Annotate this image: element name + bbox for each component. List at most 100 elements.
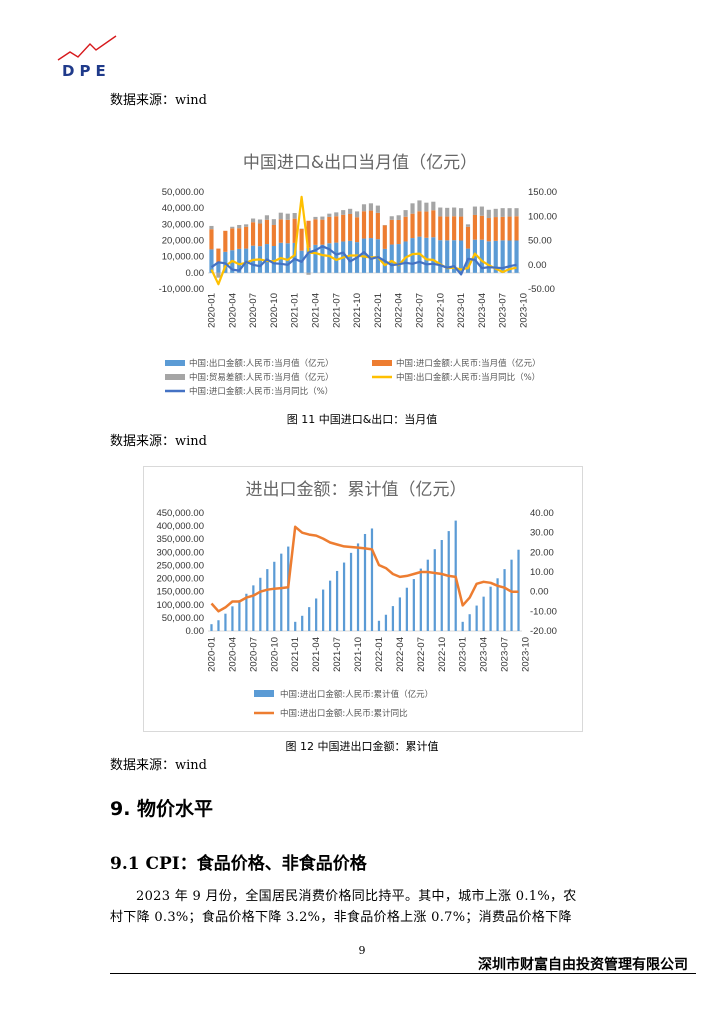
bar xyxy=(209,225,214,230)
x-tick-label: 2022-10 xyxy=(437,637,448,672)
y-left-tick: 50,000.00 xyxy=(162,613,204,624)
legend-import-yoy: 中国:进口金额:人民币:当月同比（%） xyxy=(189,386,333,397)
x-tick-label: 2020-07 xyxy=(248,293,259,328)
bar xyxy=(354,217,360,243)
bar xyxy=(465,224,471,227)
bar xyxy=(328,580,332,631)
chart-cumulative-trade: 进出口金额：累计值（亿元） 450,000.00 400,000.00 350,00… xyxy=(143,466,583,732)
bar xyxy=(479,206,484,216)
bar xyxy=(327,216,332,244)
bar xyxy=(257,223,263,247)
bar xyxy=(433,549,436,631)
bar xyxy=(438,207,443,217)
bar xyxy=(230,228,235,251)
bar xyxy=(465,226,471,249)
bar xyxy=(348,213,353,241)
bar xyxy=(287,546,290,631)
bar xyxy=(368,238,374,273)
bar xyxy=(361,204,367,212)
bar xyxy=(252,585,255,631)
bar xyxy=(482,596,485,631)
bar xyxy=(306,272,311,275)
bar xyxy=(384,614,388,631)
bar xyxy=(320,216,325,220)
bar xyxy=(514,240,519,273)
x-tick-label: 2021-01 xyxy=(290,293,301,328)
bar xyxy=(273,561,276,631)
bar xyxy=(313,219,318,245)
legend-swatch-import xyxy=(372,360,392,366)
bar xyxy=(216,248,221,264)
bar xyxy=(294,621,297,631)
logo: DPE xyxy=(56,32,126,80)
bar xyxy=(230,226,235,229)
bar xyxy=(334,242,339,273)
bar xyxy=(486,241,491,273)
bar xyxy=(285,213,290,220)
bar xyxy=(452,240,457,273)
chart-cumulative-trade-svg: 进出口金额：累计值（亿元） 450,000.00 400,000.00 350,00… xyxy=(156,480,557,719)
bar xyxy=(299,228,304,251)
y-right-tick: 30.00 xyxy=(530,528,554,539)
bar xyxy=(403,210,408,217)
bar xyxy=(445,216,450,241)
bar xyxy=(301,615,304,631)
bar xyxy=(382,225,387,249)
bar xyxy=(458,216,464,241)
bar xyxy=(280,553,283,631)
bar xyxy=(348,208,353,214)
y-left-tick: -10,000.00 xyxy=(159,284,204,295)
y-right-tick: -20.00 xyxy=(530,626,557,637)
legend-import: 中国:进口金额:人民币:当月值（亿元） xyxy=(396,358,541,369)
bar xyxy=(447,531,450,631)
logo-swoosh-icon xyxy=(57,35,117,61)
y-left-tick: 200,000.00 xyxy=(156,574,204,585)
x-tick-label: 2022-07 xyxy=(414,293,425,328)
bar xyxy=(479,215,484,240)
bar xyxy=(410,203,415,214)
bar xyxy=(496,578,499,631)
bar xyxy=(244,226,249,249)
bar xyxy=(507,240,512,273)
bar xyxy=(472,206,478,215)
legend-yoy: 中国:进出口金额:人民币:累计同比 xyxy=(280,708,408,719)
legend-swatch-cum xyxy=(254,690,274,697)
bar xyxy=(216,263,221,273)
figure-caption-11: 图 11 中国进口&出口：当月值 xyxy=(286,413,438,426)
y-right-tick: 50.00 xyxy=(528,236,552,247)
y-left-tick: 150,000.00 xyxy=(156,587,204,598)
bar xyxy=(217,620,220,631)
x-tick-label: 2023-07 xyxy=(500,637,511,672)
bar xyxy=(285,243,290,273)
x-tick-label: 2020-10 xyxy=(269,637,280,672)
y-right-tick: 10.00 xyxy=(530,567,554,578)
legend-export: 中国:出口金额:人民币:当月值（亿元） xyxy=(189,358,334,369)
bar xyxy=(410,238,415,273)
bar xyxy=(375,212,380,240)
bar xyxy=(452,216,457,241)
bar xyxy=(285,219,290,244)
bar xyxy=(356,543,360,631)
bar xyxy=(341,210,346,215)
y-left-tick: 300,000.00 xyxy=(156,547,204,558)
bar xyxy=(417,211,422,237)
figure-caption-12: 图 12 中国进出口金额：累计值 xyxy=(285,740,439,753)
bar xyxy=(223,230,228,252)
source-note-2: 数据来源：wind xyxy=(110,434,207,449)
bar xyxy=(391,606,395,631)
bar xyxy=(354,211,360,218)
bar xyxy=(370,528,374,631)
y-left-tick: 50,000.00 xyxy=(162,187,204,198)
x-tick-label: 2023-07 xyxy=(498,293,509,328)
legend-balance: 中国:贸易差额:人民币:当月值（亿元） xyxy=(189,372,334,383)
bar xyxy=(424,202,429,212)
bar xyxy=(368,203,374,211)
x-tick-label: 2023-01 xyxy=(456,293,467,328)
bar xyxy=(250,218,256,223)
bar xyxy=(507,208,512,217)
bar xyxy=(292,218,297,243)
bar xyxy=(264,219,270,245)
bar xyxy=(514,208,519,217)
bar xyxy=(335,570,339,631)
chart-title: 中国进口&出口当月值（亿元） xyxy=(243,153,477,173)
